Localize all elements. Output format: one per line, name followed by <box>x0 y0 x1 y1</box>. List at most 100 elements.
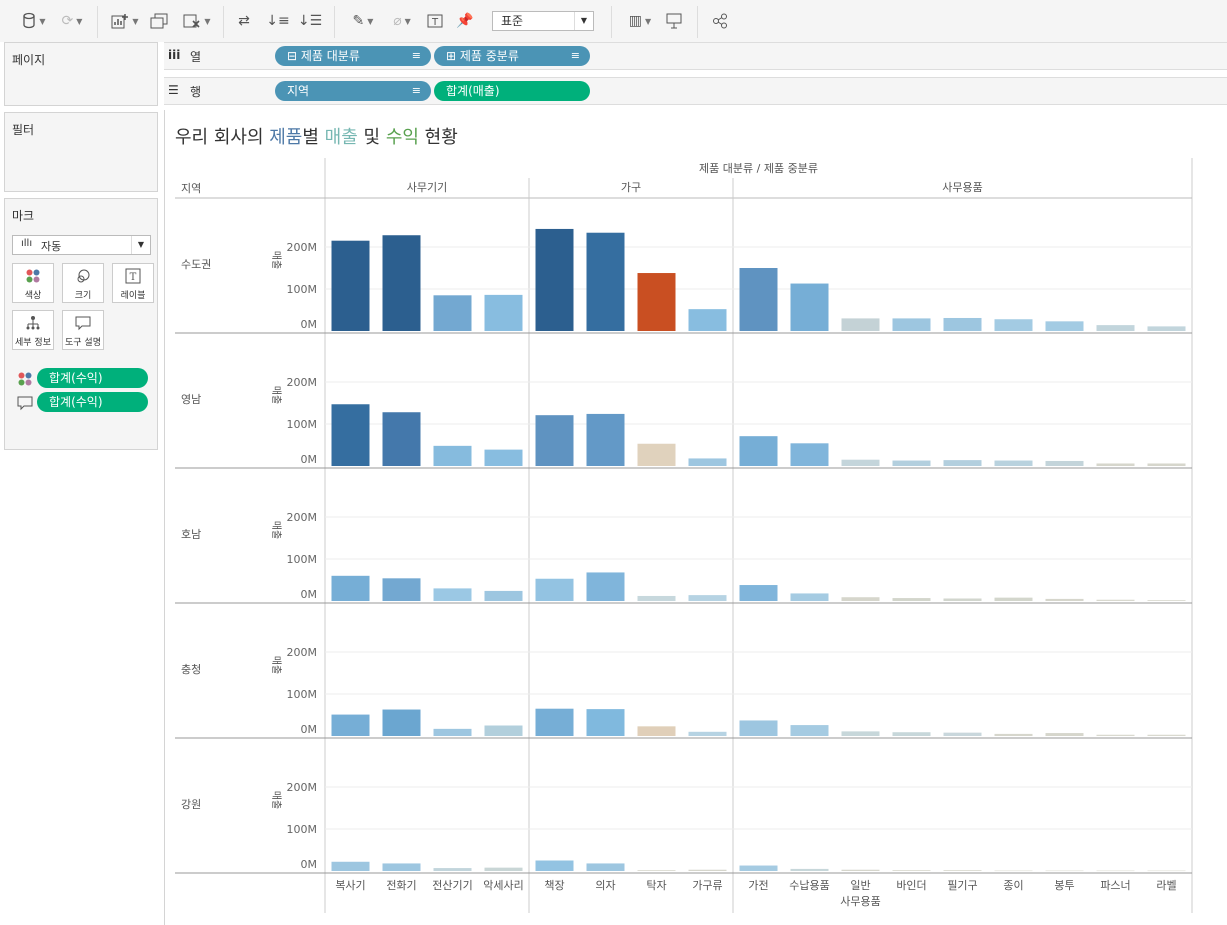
pin-icon[interactable]: 📌 <box>456 13 474 29</box>
bar <box>841 597 880 601</box>
region-pill[interactable]: 지역 ≡ <box>275 81 431 101</box>
x-tick-label: 전화기 <box>386 879 416 892</box>
x-tick-label: 필기구 <box>947 879 977 892</box>
chart-title-part: 매출 <box>325 127 358 148</box>
color-label: 색상 <box>24 291 42 301</box>
mark-type-select[interactable]: ıllı 자동 ▼ <box>12 235 151 255</box>
bar <box>382 412 421 466</box>
pages-panel[interactable]: 페이지 <box>4 42 158 106</box>
show-me-icon[interactable]: ▥ ▼ <box>628 13 652 29</box>
x-tick-label: 종이 <box>1003 879 1023 892</box>
bar <box>994 597 1033 601</box>
bar <box>1147 734 1186 736</box>
detail-label: 세부 정보 <box>15 338 51 348</box>
x-tick-label: 탁자 <box>646 879 666 892</box>
group-members-icon[interactable]: ⌀ ▼ <box>393 13 411 29</box>
bar <box>688 595 727 601</box>
bar <box>739 436 778 466</box>
y-tick-label: 100M <box>287 283 318 296</box>
bar <box>841 731 880 736</box>
bar <box>382 863 421 871</box>
bar <box>433 868 472 871</box>
y-tick-label: 100M <box>287 418 318 431</box>
row-header-label: 지역 <box>181 182 201 195</box>
bar <box>841 869 880 871</box>
highlight-icon[interactable]: ✎ ▼ <box>352 13 374 29</box>
y-tick-label: 100M <box>287 688 318 701</box>
datasource-icon[interactable]: ▼ <box>14 10 54 32</box>
sort-ascending-icon[interactable]: ↓≡ <box>266 13 290 29</box>
bar <box>1045 733 1084 736</box>
show-labels-icon[interactable]: T <box>424 10 446 32</box>
chart-title: 우리 회사의 제품별 매출 및 수익 현황 <box>175 127 458 148</box>
category-pill[interactable]: ⊟ 제품 대분류 ≡ <box>275 46 431 66</box>
y-tick-label: 200M <box>287 241 318 254</box>
group-header: 가구 <box>621 181 641 194</box>
y-tick-label: 200M <box>287 376 318 389</box>
bar <box>1147 870 1186 872</box>
filters-panel[interactable]: 필터 <box>4 112 158 192</box>
label-button[interactable]: T 레이블 <box>112 263 154 303</box>
category-pill-label: 제품 대분류 <box>300 49 360 63</box>
color-button[interactable]: 색상 <box>12 263 54 303</box>
fit-select[interactable]: 표준 ▼ <box>492 11 594 31</box>
tooltip-button[interactable]: 도구 설명 <box>62 310 104 350</box>
new-worksheet-icon[interactable]: ▼ <box>106 10 144 32</box>
row-label: 영남 <box>181 393 201 406</box>
x-tick-label: 책장 <box>544 879 564 892</box>
size-button[interactable]: 크기 <box>62 263 104 303</box>
bar <box>790 443 829 466</box>
y-axis-label: 매출 <box>270 386 282 404</box>
bar <box>382 235 421 331</box>
sort-descending-icon[interactable]: ↓☰ <box>297 13 323 29</box>
bar <box>1096 599 1135 601</box>
x-tick-label: 복사기 <box>335 879 365 892</box>
clear-sheet-icon[interactable]: ▼ <box>178 10 216 32</box>
x-tick-label: 전산기기 <box>432 879 472 892</box>
share-icon[interactable] <box>708 10 732 32</box>
bar <box>535 415 574 466</box>
svg-text:T: T <box>130 272 137 283</box>
y-tick-label: 0M <box>301 453 318 466</box>
bar <box>739 585 778 601</box>
bar <box>637 870 676 871</box>
bar <box>1096 734 1135 736</box>
y-tick-label: 0M <box>301 588 318 601</box>
chart-title-part: 우리 회사의 <box>175 127 269 148</box>
bar <box>586 572 625 601</box>
columns-shelf[interactable]: iii 열 ⊟ 제품 대분류 ≡ ⊞ 제품 중분류 ≡ <box>164 42 1227 70</box>
bar <box>1045 321 1084 331</box>
swap-axes-icon[interactable]: ⇄ <box>238 13 250 29</box>
bar <box>1147 600 1186 601</box>
row-label: 수도권 <box>181 258 211 271</box>
bar <box>586 232 625 331</box>
tooltip-label: 도구 설명 <box>65 338 101 348</box>
marks-panel: 마크 ıllı 자동 ▼ 색상 크기 T 레이블 세부 정보 도구 설명 합계(… <box>4 198 158 450</box>
bar <box>688 458 727 466</box>
bar <box>484 590 523 601</box>
duplicate-sheet-icon[interactable] <box>148 10 170 32</box>
bar <box>943 460 982 466</box>
y-axis-label: 매출 <box>270 521 282 539</box>
bar <box>688 309 727 331</box>
marks-title: 마크 <box>12 209 35 223</box>
tooltip-field-pill[interactable]: 합계(수익) <box>37 392 148 412</box>
chart-title-part: 별 <box>302 127 324 148</box>
color-field-pill[interactable]: 합계(수익) <box>37 368 148 388</box>
x-tick-label: 일반 <box>850 878 870 892</box>
chart-title-part: 수익 <box>386 127 419 148</box>
sales-pill[interactable]: 합계(매출) <box>434 81 590 101</box>
collapse-icon: ⊟ <box>287 49 301 63</box>
detail-button[interactable]: 세부 정보 <box>12 310 54 350</box>
refresh-icon[interactable]: ⟳ ▼ <box>61 13 83 29</box>
mark-type-value: 자동 <box>41 240 62 253</box>
bar <box>688 869 727 871</box>
presentation-icon[interactable] <box>662 10 686 32</box>
bar <box>943 732 982 736</box>
header-title: 제품 대분류 / 제품 중분류 <box>699 162 818 175</box>
rows-shelf[interactable]: ☰ 행 지역 ≡ 합계(매출) <box>164 77 1227 105</box>
bar <box>892 460 931 466</box>
rows-label: 행 <box>190 85 202 99</box>
subcategory-pill[interactable]: ⊞ 제품 중분류 ≡ <box>434 46 590 66</box>
